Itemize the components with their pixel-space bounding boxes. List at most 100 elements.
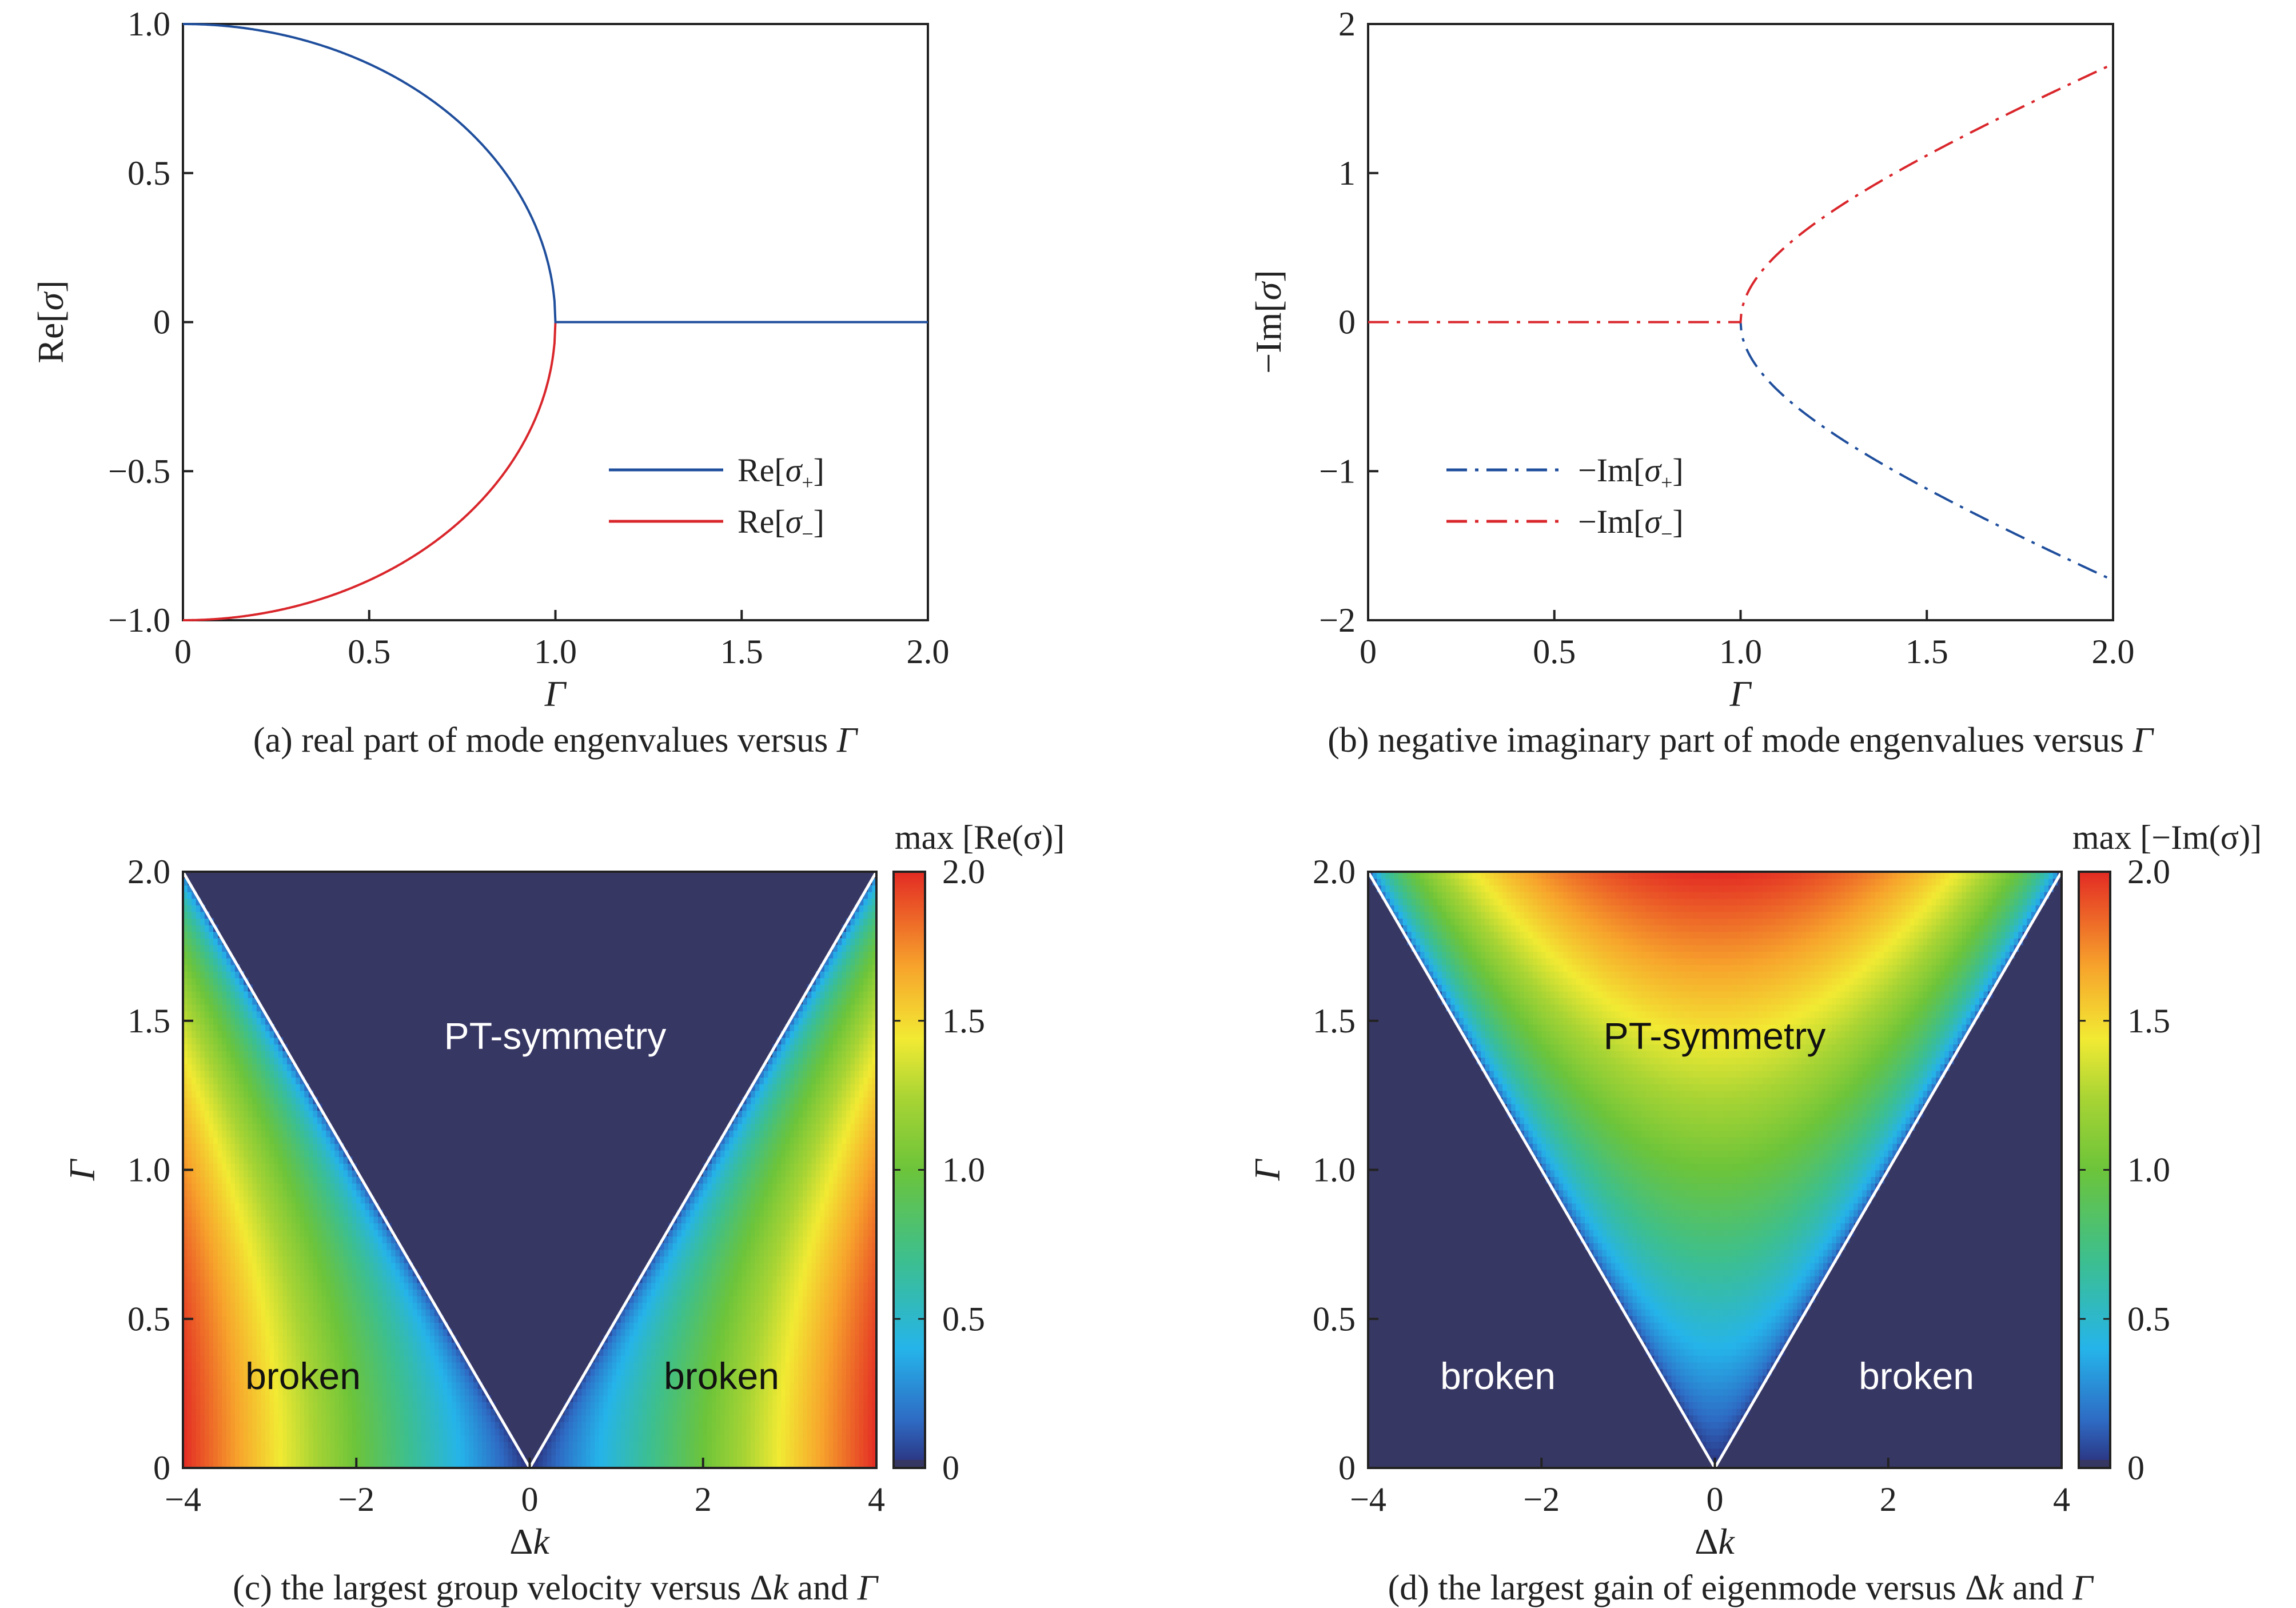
heatmap-cell: [547, 1448, 552, 1455]
heatmap-cell: [338, 1322, 344, 1330]
heatmap-cell: [256, 1070, 262, 1078]
heatmap-cell: [291, 1183, 297, 1191]
heatmap-cell: [590, 1421, 596, 1429]
heatmap-cell: [703, 1388, 708, 1396]
heatmap-cell: [291, 1441, 297, 1449]
heatmap-cell: [317, 1196, 322, 1204]
heatmap-cell: [248, 991, 253, 999]
heatmap-cell: [256, 1223, 262, 1230]
heatmap-cell: [244, 1295, 249, 1303]
heatmap-cell: [278, 1395, 284, 1403]
heatmap-cell: [192, 1395, 197, 1403]
heatmap-cell: [226, 1448, 232, 1455]
heatmap-cell: [230, 1156, 236, 1164]
heatmap-cell: [269, 1077, 275, 1084]
heatmap-cell: [330, 1402, 336, 1409]
heatmap-cell: [638, 1408, 643, 1416]
heatmap-cell: [278, 1203, 284, 1210]
heatmap-cell: [265, 1077, 270, 1084]
heatmap-cell: [213, 1362, 218, 1370]
heatmap-cell: [256, 1090, 262, 1098]
heatmap-cell: [360, 1236, 366, 1243]
heatmap-cell: [625, 1382, 630, 1389]
heatmap-cell: [326, 1190, 331, 1197]
heatmap-cell: [265, 1249, 270, 1257]
heatmap-cell: [404, 1448, 409, 1455]
heatmap-cell: [252, 1282, 257, 1290]
heatmap-cell: [738, 1362, 743, 1370]
heatmap-cell: [278, 1242, 284, 1250]
heatmap-cell: [183, 1435, 188, 1442]
heatmap-cell: [647, 1461, 652, 1468]
heatmap-cell: [707, 1262, 712, 1270]
heatmap-cell: [196, 1375, 201, 1383]
heatmap-cell: [274, 1328, 279, 1336]
heatmap-cell: [239, 1110, 245, 1118]
heatmap-cell: [317, 1136, 322, 1144]
heatmap-cell: [239, 1448, 245, 1455]
heatmap-cell: [711, 1362, 717, 1370]
heatmap-cell: [412, 1328, 418, 1336]
heatmap-cell: [239, 1077, 245, 1084]
heatmap-cell: [308, 1176, 314, 1184]
heatmap-cell: [690, 1282, 695, 1290]
heatmap-cell: [226, 1388, 232, 1396]
heatmap-cell: [473, 1441, 479, 1449]
heatmap-cell: [378, 1382, 383, 1389]
heatmap-cell: [612, 1382, 617, 1389]
heatmap-cell: [300, 1441, 305, 1449]
heatmap-cell: [360, 1269, 366, 1276]
heatmap-cell: [625, 1415, 630, 1422]
heatmap-cell: [321, 1123, 327, 1131]
heatmap-cell: [200, 1064, 205, 1071]
heatmap-cell: [369, 1335, 374, 1343]
heatmap-cell: [464, 1448, 470, 1455]
heatmap-cell: [296, 1090, 301, 1098]
heatmap-cell: [282, 1382, 288, 1389]
heatmap-cell: [204, 1454, 210, 1462]
heatmap-cell: [226, 964, 232, 972]
heatmap-cell: [404, 1408, 409, 1416]
heatmap-cell: [192, 1382, 197, 1389]
heatmap-cell: [217, 1348, 223, 1356]
heatmap-cell: [286, 1355, 292, 1363]
heatmap-cell: [655, 1275, 660, 1283]
heatmap-cell: [300, 1216, 305, 1224]
heatmap-cell: [668, 1395, 673, 1403]
heatmap-cell: [365, 1282, 370, 1290]
heatmap-cell: [226, 1289, 232, 1296]
heatmap-cell: [278, 1402, 284, 1409]
heatmap-cell: [330, 1322, 336, 1330]
heatmap-cell: [278, 1421, 284, 1429]
heatmap-cell: [343, 1295, 348, 1303]
heatmap-cell: [217, 1236, 223, 1243]
heatmap-cell: [720, 1242, 726, 1250]
heatmap-cell: [356, 1368, 361, 1376]
heatmap-cell: [421, 1315, 426, 1323]
heatmap-cell: [222, 1342, 227, 1350]
heatmap-cell: [196, 1050, 201, 1058]
heatmap-cell: [252, 1070, 257, 1078]
heatmap-cell: [204, 1302, 210, 1310]
heatmap-cell: [412, 1382, 418, 1389]
heatmap-cell: [352, 1210, 357, 1217]
heatmap-cell: [300, 1335, 305, 1343]
heatmap-cell: [183, 1236, 188, 1243]
heatmap-cell: [274, 1083, 279, 1091]
heatmap-cell: [187, 1454, 193, 1462]
heatmap-cell: [274, 1070, 279, 1078]
heatmap-cell: [607, 1435, 613, 1442]
heatmap-cell: [720, 1328, 726, 1336]
heatmap-cell: [365, 1196, 370, 1204]
heatmap-cell: [226, 1302, 232, 1310]
heatmap-cell: [430, 1362, 435, 1370]
heatmap-cell: [244, 1249, 249, 1257]
heatmap-cell: [183, 991, 188, 999]
heatmap-cell: [213, 1461, 218, 1468]
heatmap-cell: [192, 1302, 197, 1310]
heatmap-cell: [651, 1435, 656, 1442]
heatmap-cell: [421, 1289, 426, 1296]
heatmap-cell: [200, 1170, 205, 1177]
heatmap-cell: [330, 1375, 336, 1383]
heatmap-cell: [330, 1368, 336, 1376]
